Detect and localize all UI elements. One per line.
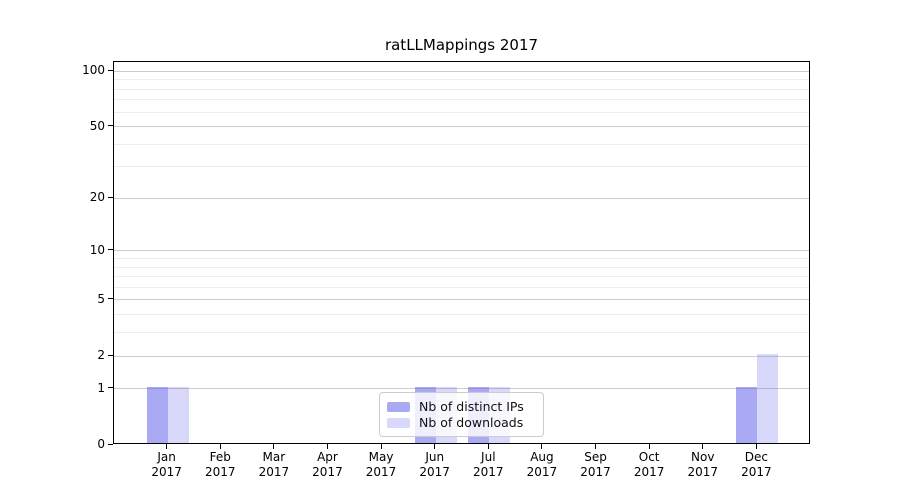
x-tick-year: 2017 — [312, 465, 343, 479]
legend-swatch — [387, 402, 410, 412]
x-tick-label: Nov 2017 — [671, 450, 735, 480]
y-tick-mark — [108, 69, 113, 71]
legend-label: Nb of downloads — [419, 415, 524, 430]
y-gridline-major — [114, 197, 809, 199]
plot-area: Nb of distinct IPs Nb of downloads — [113, 61, 810, 444]
y-tick-label: 5 — [97, 291, 105, 306]
x-tick-year: 2017 — [580, 465, 611, 479]
legend-label: Nb of distinct IPs — [419, 399, 524, 414]
y-tick-label: 0 — [97, 437, 105, 451]
x-tick-mark — [166, 444, 168, 449]
y-tick-label: 50 — [89, 118, 105, 133]
x-tick-label: Sep 2017 — [564, 450, 628, 480]
y-tick-label: 10 — [89, 242, 105, 257]
bar-distinct-ips — [736, 386, 758, 443]
x-tick-year: 2017 — [419, 465, 450, 479]
x-tick-mark — [541, 444, 543, 449]
x-tick-mark — [648, 444, 650, 449]
bar-distinct-ips — [146, 386, 168, 443]
x-tick-year: 2017 — [687, 465, 719, 479]
x-tick-mark — [702, 444, 704, 449]
y-tick-mark — [108, 249, 113, 251]
x-tick-year: 2017 — [741, 465, 772, 479]
x-tick-month: Nov — [691, 450, 715, 464]
y-tick-mark — [108, 443, 113, 445]
y-gridline-minor — [114, 286, 809, 288]
x-tick-mark — [326, 444, 328, 449]
x-tick-month: Sep — [584, 450, 607, 464]
x-tick-month: Apr — [317, 450, 338, 464]
x-tick-month: Jul — [481, 450, 496, 464]
x-tick-label: Jun 2017 — [403, 450, 467, 480]
y-gridline-major — [114, 70, 809, 72]
legend-swatch — [387, 418, 410, 428]
x-tick-label: May 2017 — [349, 450, 413, 480]
x-tick-month: Oct — [638, 450, 660, 464]
y-gridline-major — [114, 126, 809, 128]
x-tick-mark — [219, 444, 221, 449]
x-tick-label: Jan 2017 — [135, 450, 199, 480]
y-tick-label: 20 — [89, 190, 105, 205]
y-gridline-minor — [114, 79, 809, 81]
x-tick-mark — [595, 444, 597, 449]
legend-item: Nb of downloads — [387, 415, 535, 431]
x-tick-year: 2017 — [526, 465, 558, 479]
y-gridline-minor — [114, 99, 809, 101]
y-gridline-minor — [114, 332, 809, 334]
y-gridline-major — [114, 250, 809, 252]
legend: Nb of distinct IPs Nb of downloads — [379, 392, 544, 437]
y-tick-mark — [108, 125, 113, 127]
y-gridline-minor — [114, 258, 809, 259]
x-tick-label: Apr 2017 — [295, 450, 359, 480]
x-tick-month: Jan — [157, 450, 176, 464]
y-gridline-minor — [114, 143, 809, 145]
x-tick-month: Feb — [209, 450, 231, 464]
x-tick-month: Jun — [425, 450, 445, 464]
y-tick-mark — [108, 298, 113, 300]
y-gridline-major — [114, 355, 809, 357]
x-tick-month: May — [368, 450, 394, 464]
x-tick-mark — [273, 444, 275, 449]
x-tick-label: Dec 2017 — [724, 450, 788, 480]
y-gridline-minor — [114, 111, 809, 113]
x-tick-mark — [755, 444, 757, 449]
x-tick-year: 2017 — [365, 465, 397, 479]
y-tick-mark — [108, 387, 113, 389]
y-gridline-minor — [114, 88, 809, 90]
y-gridline-major — [114, 299, 809, 301]
y-gridline-minor — [114, 276, 809, 278]
x-tick-label: Feb 2017 — [188, 450, 252, 480]
x-tick-year: 2017 — [473, 465, 504, 479]
x-tick-label: Oct 2017 — [617, 450, 681, 480]
x-tick-year: 2017 — [258, 465, 290, 479]
y-gridline-minor — [114, 314, 809, 316]
x-tick-year: 2017 — [204, 465, 236, 479]
x-tick-mark — [487, 444, 489, 449]
y-tick-mark — [108, 196, 113, 198]
x-tick-label: Aug 2017 — [510, 450, 574, 480]
y-tick-label: 2 — [97, 348, 105, 363]
x-tick-month: Mar — [262, 450, 286, 464]
x-tick-month: Aug — [530, 450, 554, 464]
x-tick-mark — [434, 444, 436, 449]
y-gridline-major — [114, 388, 809, 390]
x-tick-label: Jul 2017 — [456, 450, 520, 480]
x-tick-year: 2017 — [151, 465, 182, 479]
bar-downloads — [757, 354, 779, 443]
y-gridline-minor — [114, 266, 809, 268]
bar-downloads — [167, 386, 189, 443]
y-gridline-minor — [114, 166, 809, 168]
y-tick-label: 100 — [82, 63, 105, 78]
x-tick-label: Mar 2017 — [242, 450, 306, 480]
legend-item: Nb of distinct IPs — [387, 399, 535, 415]
chart-title: ratLLMappings 2017 — [384, 36, 539, 54]
y-tick-mark — [108, 354, 113, 356]
x-tick-mark — [380, 444, 382, 449]
x-tick-year: 2017 — [633, 465, 665, 479]
x-tick-month: Dec — [744, 450, 768, 464]
y-tick-label: 1 — [97, 380, 105, 395]
